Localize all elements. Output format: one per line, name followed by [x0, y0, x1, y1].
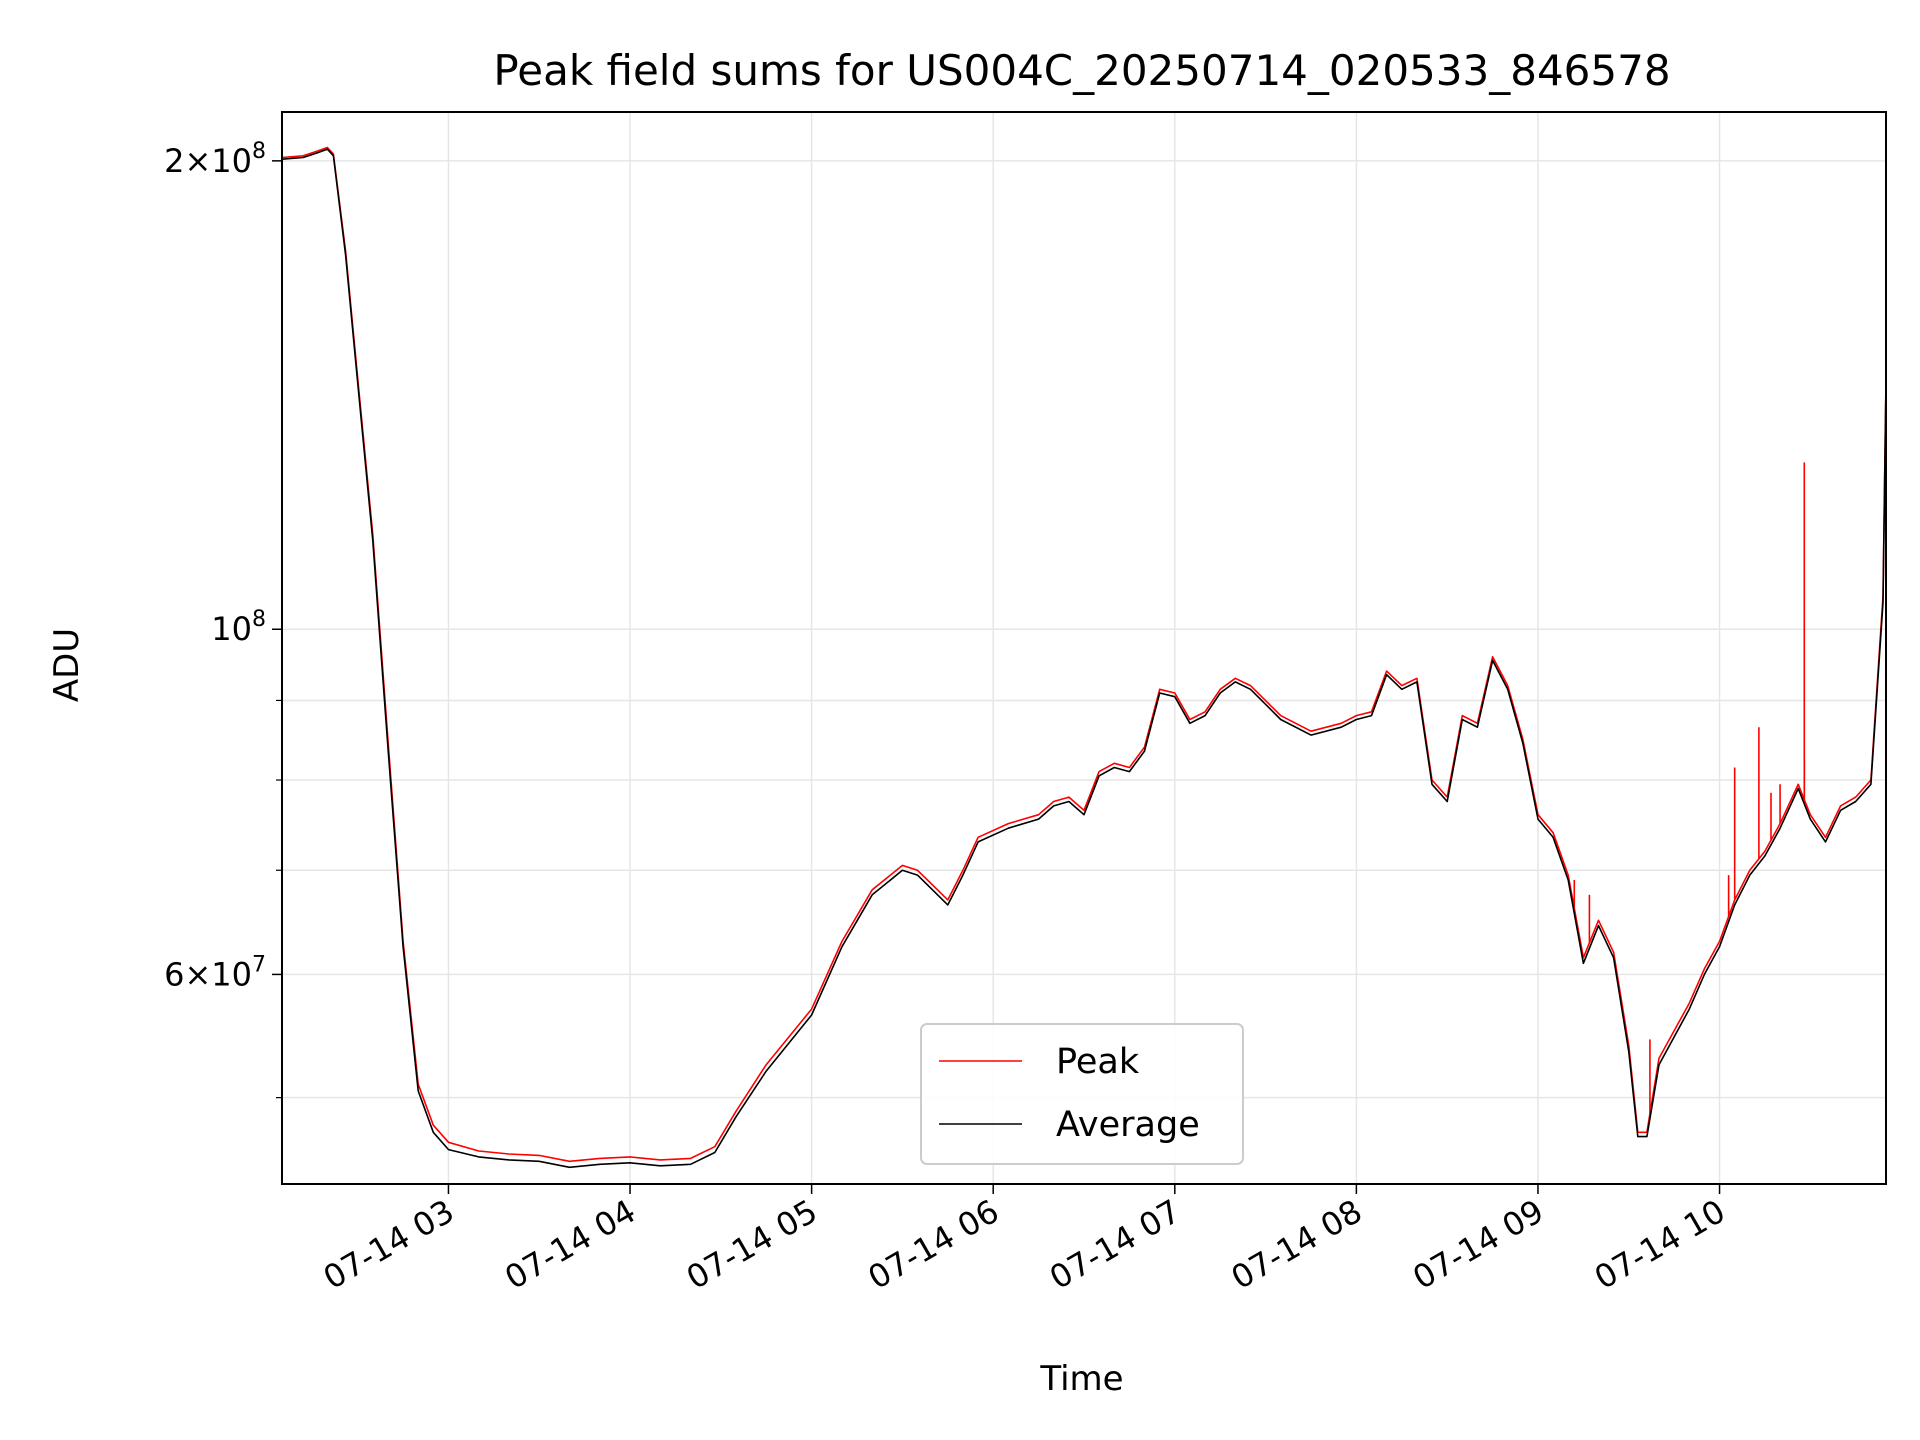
legend-label-peak: Peak — [1056, 1042, 1140, 1082]
plot-area-frame — [281, 111, 1887, 1185]
y-tick-label: 6×107 — [164, 952, 266, 993]
series-layer — [281, 112, 1887, 1169]
y-axis-label: ADU — [47, 628, 87, 702]
legend: Peak Average — [920, 1023, 1244, 1165]
series-line-peak — [281, 112, 1887, 1163]
y-tick-label: 2×108 — [164, 139, 266, 180]
series-line-average — [281, 115, 1887, 1169]
legend-label-average: Average — [1056, 1105, 1200, 1145]
chart-title: Peak field sums for US004C_20250714_0205… — [493, 46, 1670, 95]
grid — [282, 112, 1886, 1184]
x-axis-label: Time — [1039, 1359, 1123, 1399]
y-tick-label: 108 — [211, 607, 266, 648]
legend-box — [920, 1023, 1244, 1165]
